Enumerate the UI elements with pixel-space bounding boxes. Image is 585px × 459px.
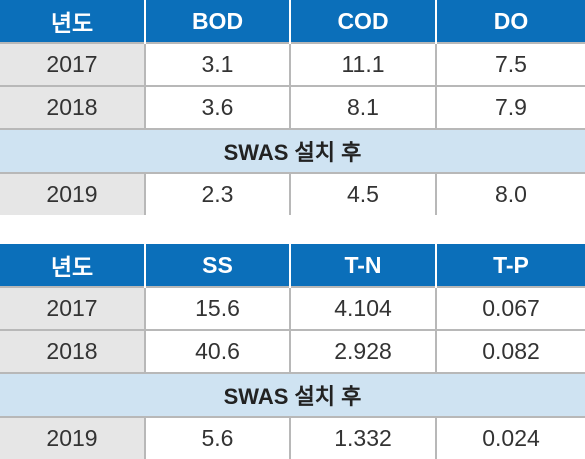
cell-bod: 3.1	[144, 42, 290, 86]
section-band-row: SWAS 설치 후	[0, 128, 585, 173]
section-band-row: SWAS 설치 후	[0, 372, 585, 417]
header-do: DO	[435, 0, 585, 43]
header-tn: T-N	[289, 244, 436, 287]
cell-year: 2019	[0, 172, 145, 215]
swas-installed-label: SWAS 설치 후	[0, 372, 585, 417]
table-row: 2018 40.6 2.928 0.082	[0, 329, 585, 373]
cell-year: 2017	[0, 42, 145, 86]
table-row: 2017 3.1 11.1 7.5	[0, 42, 585, 86]
cell-ss: 5.6	[144, 416, 290, 459]
cell-year: 2018	[0, 85, 145, 129]
header-bod: BOD	[144, 0, 290, 43]
cell-year: 2017	[0, 286, 145, 330]
cell-do: 8.0	[435, 172, 585, 215]
table-header-row: 년도 BOD COD DO	[0, 0, 585, 43]
cell-ss: 40.6	[144, 329, 290, 373]
cell-tn: 4.104	[289, 286, 436, 330]
header-year: 년도	[0, 244, 145, 287]
cell-tn: 1.332	[289, 416, 436, 459]
cell-do: 7.5	[435, 42, 585, 86]
header-year: 년도	[0, 0, 145, 43]
cell-bod: 3.6	[144, 85, 290, 129]
cell-do: 7.9	[435, 85, 585, 129]
cell-bod: 2.3	[144, 172, 290, 215]
header-ss: SS	[144, 244, 290, 287]
header-tp: T-P	[435, 244, 585, 287]
cell-tp: 0.067	[435, 286, 585, 330]
header-cod: COD	[289, 0, 436, 43]
water-quality-table-bod-cod-do: 년도 BOD COD DO 2017 3.1 11.1 7.5 2018 3.6…	[0, 0, 585, 215]
table-row: 2019 2.3 4.5 8.0	[0, 172, 585, 215]
cell-cod: 4.5	[289, 172, 436, 215]
table-row: 2018 3.6 8.1 7.9	[0, 85, 585, 129]
cell-tp: 0.024	[435, 416, 585, 459]
cell-tn: 2.928	[289, 329, 436, 373]
cell-year: 2019	[0, 416, 145, 459]
table-row: 2017 15.6 4.104 0.067	[0, 286, 585, 330]
cell-tp: 0.082	[435, 329, 585, 373]
cell-year: 2018	[0, 329, 145, 373]
water-quality-table-ss-tn-tp: 년도 SS T-N T-P 2017 15.6 4.104 0.067 2018…	[0, 244, 585, 459]
cell-cod: 8.1	[289, 85, 436, 129]
table-row: 2019 5.6 1.332 0.024	[0, 416, 585, 459]
cell-ss: 15.6	[144, 286, 290, 330]
swas-installed-label: SWAS 설치 후	[0, 128, 585, 173]
cell-cod: 11.1	[289, 42, 436, 86]
table-header-row: 년도 SS T-N T-P	[0, 244, 585, 287]
